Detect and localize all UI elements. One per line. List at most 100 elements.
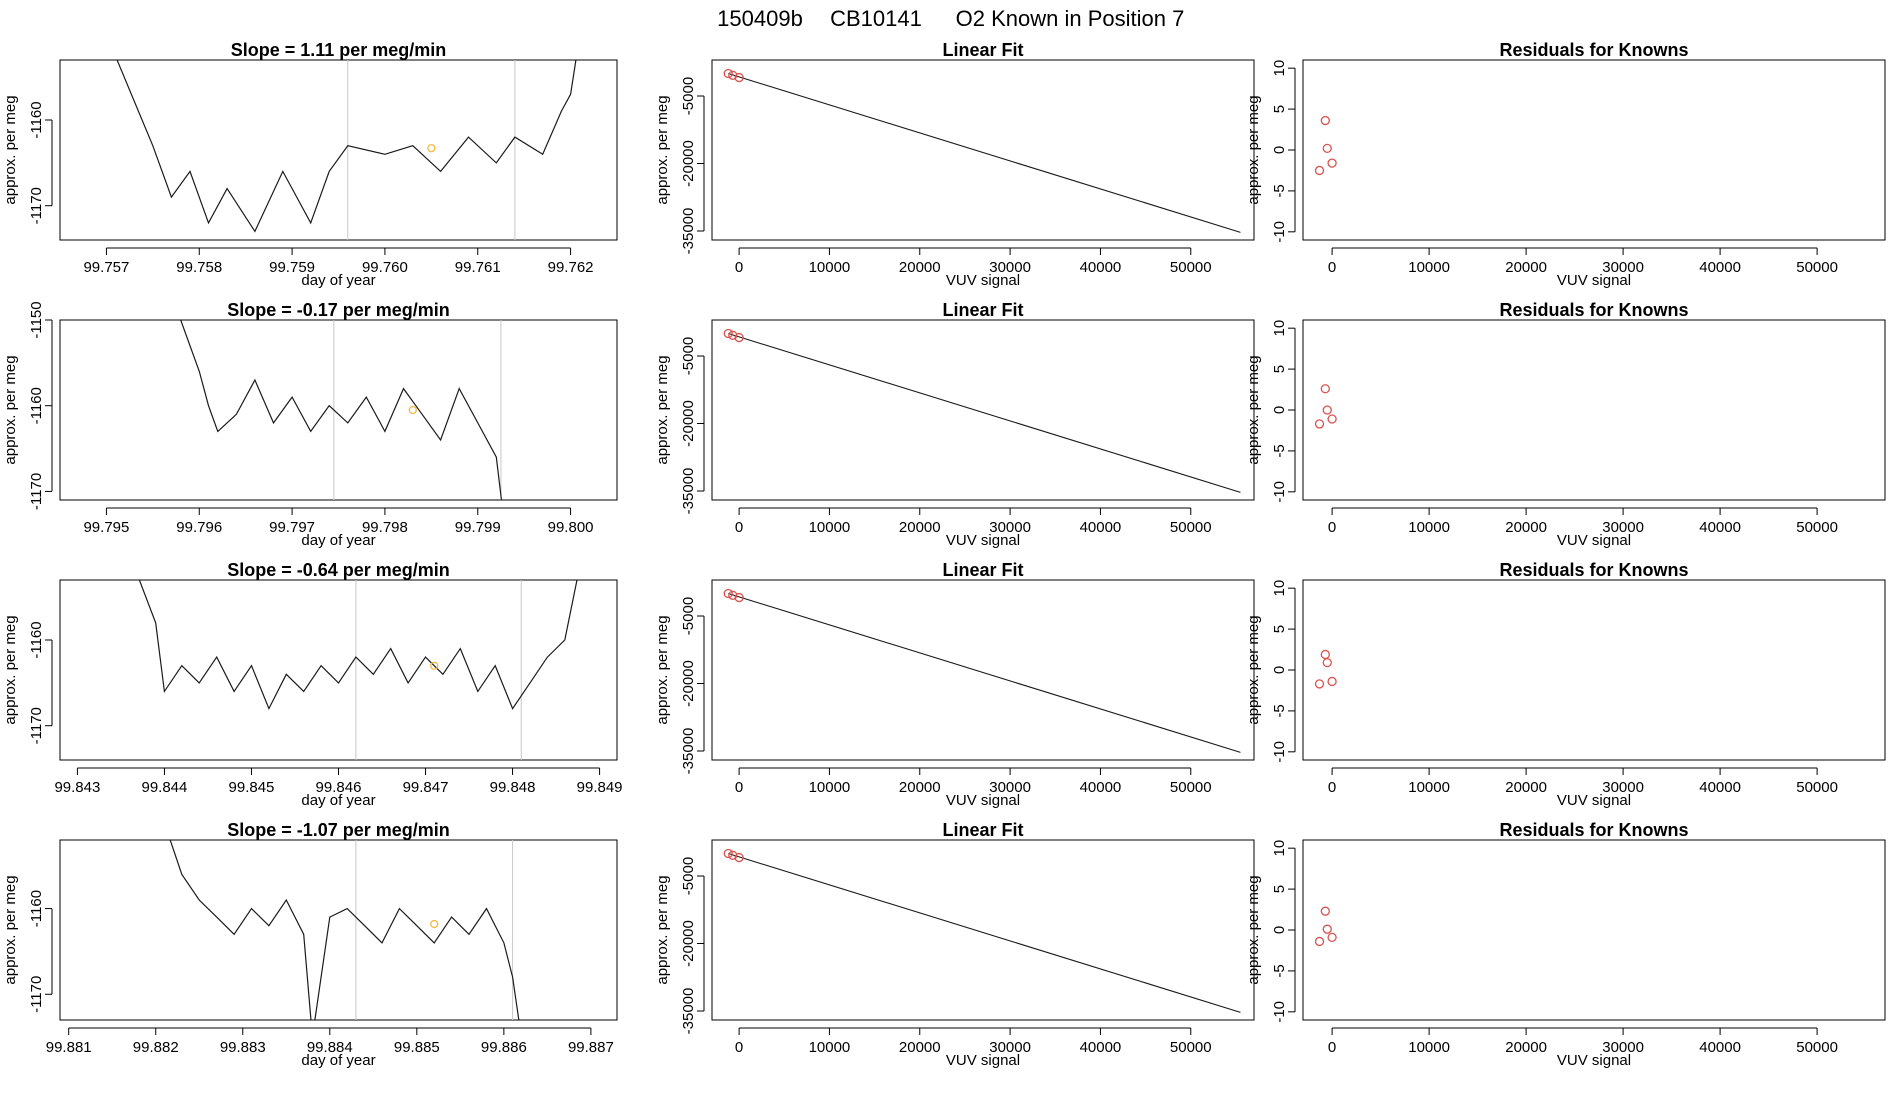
residual-point [1322,143,1332,154]
x-tick-label: 20000 [1505,519,1547,536]
y-tick-label: -1160 [28,387,45,424]
y-axis-label: approx. per meg [1245,875,1262,984]
fit-line [728,592,1241,753]
x-tick-label: 30000 [1602,779,1644,796]
known-point [734,852,744,863]
x-tick-label: 50000 [1796,259,1838,276]
x-tick-label: 20000 [899,779,941,796]
y-axis-label: approx. per meg [654,355,671,464]
plot-area [723,848,1241,1013]
x-axis-label: day of year [301,532,375,549]
panel-fit-1: Linear Fit 0 10000 20000 30000 40000 50000 VUV … [654,300,1255,549]
x-tick-label: 99.885 [394,1039,440,1056]
x-tick-label: 20000 [899,259,941,276]
x-tick-label: 30000 [989,1039,1031,1056]
plot-area [1314,649,1337,689]
y-tick-label: 5 [1271,625,1288,633]
figure-title: 150409b CB10141 O2 Known in Position 7 [717,6,1184,31]
known-point [728,850,738,860]
y-tick-label: -35000 [680,728,697,775]
y-tick-label: -5000 [680,597,697,635]
highlight-point [427,144,436,153]
x-tick-label: 30000 [1602,519,1644,536]
x-tick-label: 40000 [1699,779,1741,796]
x-tick-label: 99.845 [229,779,275,796]
y-axis-label: approx. per meg [1245,355,1262,464]
y-tick-label: -10 [1271,221,1288,243]
residual-point [1314,165,1325,176]
panel-title: Residuals for Knowns [1499,40,1688,60]
known-point [723,588,733,599]
residual-point [1327,414,1337,424]
panel-title: Linear Fit [942,300,1023,320]
y-tick-label: -1170 [28,473,45,510]
x-tick-label: 0 [1328,779,1336,796]
plot-area [180,320,503,500]
x-tick-label: 99.798 [362,519,408,536]
residual-point [1322,657,1332,668]
plot-frame [59,319,618,501]
panel-title: Slope = -0.64 per meg/min [227,560,450,580]
x-tick-label: 99.761 [455,259,501,276]
x-axis-label: VUV signal [1557,532,1631,549]
y-axis-label: approx. per meg [2,355,19,464]
panel-title: Slope = -1.07 per meg/min [227,820,450,840]
y-tick-label: 10 [1271,320,1288,337]
series-line [116,60,577,233]
panel-resid-3: Residuals for Knowns 0 10000 20000 30000 4000… [1245,820,1886,1069]
y-tick-label: -5000 [680,857,697,895]
y-tick-label: 5 [1271,105,1288,113]
y-axis-label: approx. per meg [1245,615,1262,724]
x-tick-label: 99.758 [176,259,222,276]
y-axis-label: approx. per meg [2,875,19,984]
y-tick-label: -5000 [680,77,697,115]
x-tick-label: 99.795 [83,519,129,536]
series-line [138,580,578,711]
y-tick-label: -5 [1271,704,1288,717]
plot-frame [1302,839,1886,1021]
x-tick-label: 0 [735,1039,743,1056]
y-tick-label: -10 [1271,481,1288,503]
x-tick-label: 40000 [1699,259,1741,276]
plot-frame [711,839,1255,1021]
plot-frame [59,579,618,761]
plot-area [1314,384,1337,429]
y-tick-label: 10 [1271,580,1288,597]
x-tick-label: 10000 [809,259,851,276]
panel-title: Slope = 1.11 per meg/min [231,40,447,60]
known-point [728,590,738,600]
panel-title: Residuals for Knowns [1499,300,1688,320]
y-tick-label: -20000 [680,400,697,447]
plot-area [138,580,578,760]
panel-title: Linear Fit [942,40,1023,60]
x-tick-label: 0 [1328,1039,1336,1056]
y-tick-label: -20000 [680,140,697,187]
x-tick-label: 30000 [1602,1039,1644,1056]
plot-area [723,588,1241,753]
residual-point [1322,405,1332,415]
y-tick-label: 0 [1271,406,1288,414]
panel-fit-0: Linear Fit 0 10000 20000 30000 40000 50000 VUV … [654,40,1255,289]
x-tick-label: 99.849 [577,779,623,796]
x-axis-label: day of year [301,792,375,809]
y-tick-label: 10 [1271,840,1288,857]
plot-frame [711,59,1255,241]
x-tick-label: 99.796 [176,519,222,536]
residual-point [1320,649,1330,660]
panel-resid-1: Residuals for Knowns 0 10000 20000 30000 4000… [1245,300,1886,549]
fit-line [728,852,1241,1013]
y-tick-label: -5000 [680,337,697,375]
highlight-point [430,919,439,929]
y-tick-label: -1170 [28,707,45,744]
fit-line [728,72,1241,233]
x-tick-label: 20000 [899,519,941,536]
x-tick-label: 50000 [1170,259,1212,276]
series-line [180,320,503,500]
highlight-point [408,405,417,415]
residual-point [1314,679,1325,689]
residual-point [1320,906,1330,916]
x-tick-label: 0 [735,519,743,536]
x-tick-label: 50000 [1170,1039,1212,1056]
x-tick-label: 20000 [1505,1039,1547,1056]
plot-area [723,68,1241,233]
